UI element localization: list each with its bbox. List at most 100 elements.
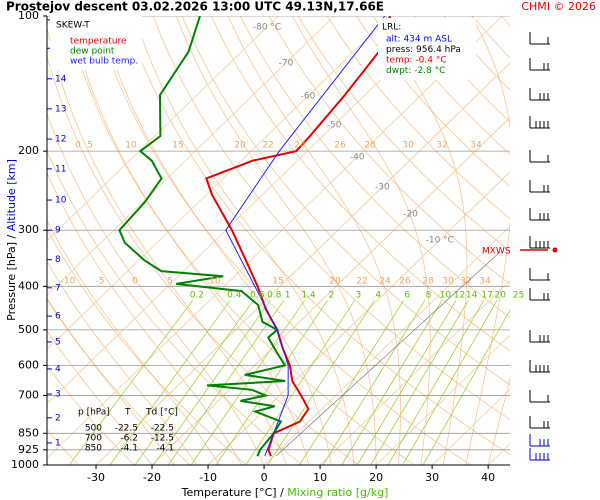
adiabat-label: 28 [422,277,434,287]
mixing-ratio-label: 17 [481,291,492,301]
adiabat-label: 0 [132,277,138,287]
isotherm-label: -80 °C [253,23,281,33]
mixing-ratio-label: 1 [285,291,291,301]
x-tick-label: 30 [425,471,439,484]
x-axis-label: Temperature [°C] / Mixing ratio [g/kg] [181,486,389,499]
isotherm [47,16,503,459]
adiabat-label: 26 [399,277,411,287]
foreground: -30 -20 -10 0 10 20 30 40-80 °C-70-60-50-40-30-… [11,9,558,484]
y-tick-label: 500 [18,323,39,336]
mixing-ratio-label: 0.8 [267,291,282,301]
isotherm-label: -40 [350,153,365,163]
isotherm-label: -60 [301,92,316,102]
isotherm [47,16,391,350]
adiabat-label: 5 [167,277,173,287]
mxws-line [275,251,501,457]
mixing-ratio-label: 4 [375,291,381,301]
lrl-line: dwpt: -2.8 °C [386,66,445,76]
background-lines [47,16,510,465]
y-tick-label: 600 [18,358,39,371]
table-cell: -4.1 [120,444,138,454]
isotherm-label: -10 °C [426,236,454,246]
table-cell: 850 [85,444,102,454]
adiabat-label: 22 [356,277,367,287]
adiabat-label: 34 [479,277,491,287]
table-header: Td [°C] [145,408,178,418]
dry-adiabat [268,16,510,285]
altitude-tick-label: 13 [55,104,66,114]
isotherm [431,388,510,465]
legend-entry: dew point [70,47,115,57]
adiabat-label: 26 [334,141,346,151]
altitude-tick-label: 12 [55,135,66,145]
y-axis-label: Pressure [hPa] / Altitude [km] [5,159,18,321]
mixing-ratio-line [109,300,231,465]
adiabat-label: -10 [61,277,76,287]
table-cell: 500 [85,424,102,434]
legend-box [50,16,142,70]
dry-adiabat [210,16,510,352]
lrl-line: alt: 434 m ASL [386,35,452,45]
lrl-line: temp: -0.4 °C [386,56,447,66]
altitude-tick-label: 9 [55,226,61,236]
isotherm-label: -20 [403,210,418,220]
dry-adiabat [239,16,510,318]
altitude-tick-label: 4 [55,364,61,374]
credit: CHMI © 2026 [521,0,596,13]
mixing-ratio-label: 25 [513,291,524,301]
altitude-tick-label: 14 [55,74,67,84]
mixing-ratio-line [356,300,457,465]
isotherm-label: -70 [279,59,294,69]
isotherm-label: -50 [327,121,342,131]
x-tick-label: 10 [313,471,327,484]
profile-line [205,16,392,457]
adiabat-label: 24 [294,141,306,151]
isotherm [47,16,447,405]
isotherm-label: -30 [375,183,390,193]
altitude-tick-label: 8 [55,255,61,265]
adiabat-label: 20 [234,141,246,151]
isotherm [207,171,510,465]
x-tick-label: 20 [369,471,383,484]
isotherm [375,334,510,465]
adiabat-label: 34 [470,141,482,151]
x-tick-label: -10 [199,471,217,484]
dry-adiabat [181,16,510,386]
mixing-ratio-line [245,300,355,465]
dry-adiabat [297,16,510,252]
isotherm [95,62,510,465]
table-cell: -12.5 [151,434,174,444]
adiabat-label: 28 [364,141,376,151]
dry-adiabat [152,16,510,420]
altitude-tick-label: 11 [55,164,66,174]
altitude-tick-label: 3 [55,390,61,400]
altitude-tick-label: 5 [55,337,61,347]
table-cell: -6.2 [120,434,138,444]
legend-title: SKEW-T [56,21,90,31]
adiabat-label: 32 [460,277,471,287]
mixing-ratio-line [387,300,485,465]
mixing-ratio-line [341,300,443,465]
lrl-line: press: 956.4 hPa [386,45,461,55]
mixing-ratio-label: Mixing ratio [g/kg] [287,486,388,499]
adiabat-label: 20 [329,277,341,287]
adiabat-label: 15 [172,141,183,151]
mixing-ratio-label: 0.4 [227,291,242,301]
y-tick-label: 400 [18,279,39,292]
mixing-ratio-line [134,300,254,465]
altitude-label: Altitude [km] [5,159,18,231]
mixing-ratio-label: 12 [454,291,465,301]
legend-entry: wet bulb temp. [70,57,138,67]
lrl-box [378,18,476,80]
profile-line [225,16,386,457]
profile-line [118,16,287,457]
y-tick-label: 1000 [11,458,39,471]
mixing-ratio-line [299,300,404,465]
mixing-ratio-line [167,300,285,465]
adiabat-label: 15 [272,277,283,287]
mixing-ratio-label: 0.2 [190,291,204,301]
table-header: T [124,408,131,418]
y-tick-label: 700 [18,388,39,401]
table-cell: 700 [85,434,102,444]
